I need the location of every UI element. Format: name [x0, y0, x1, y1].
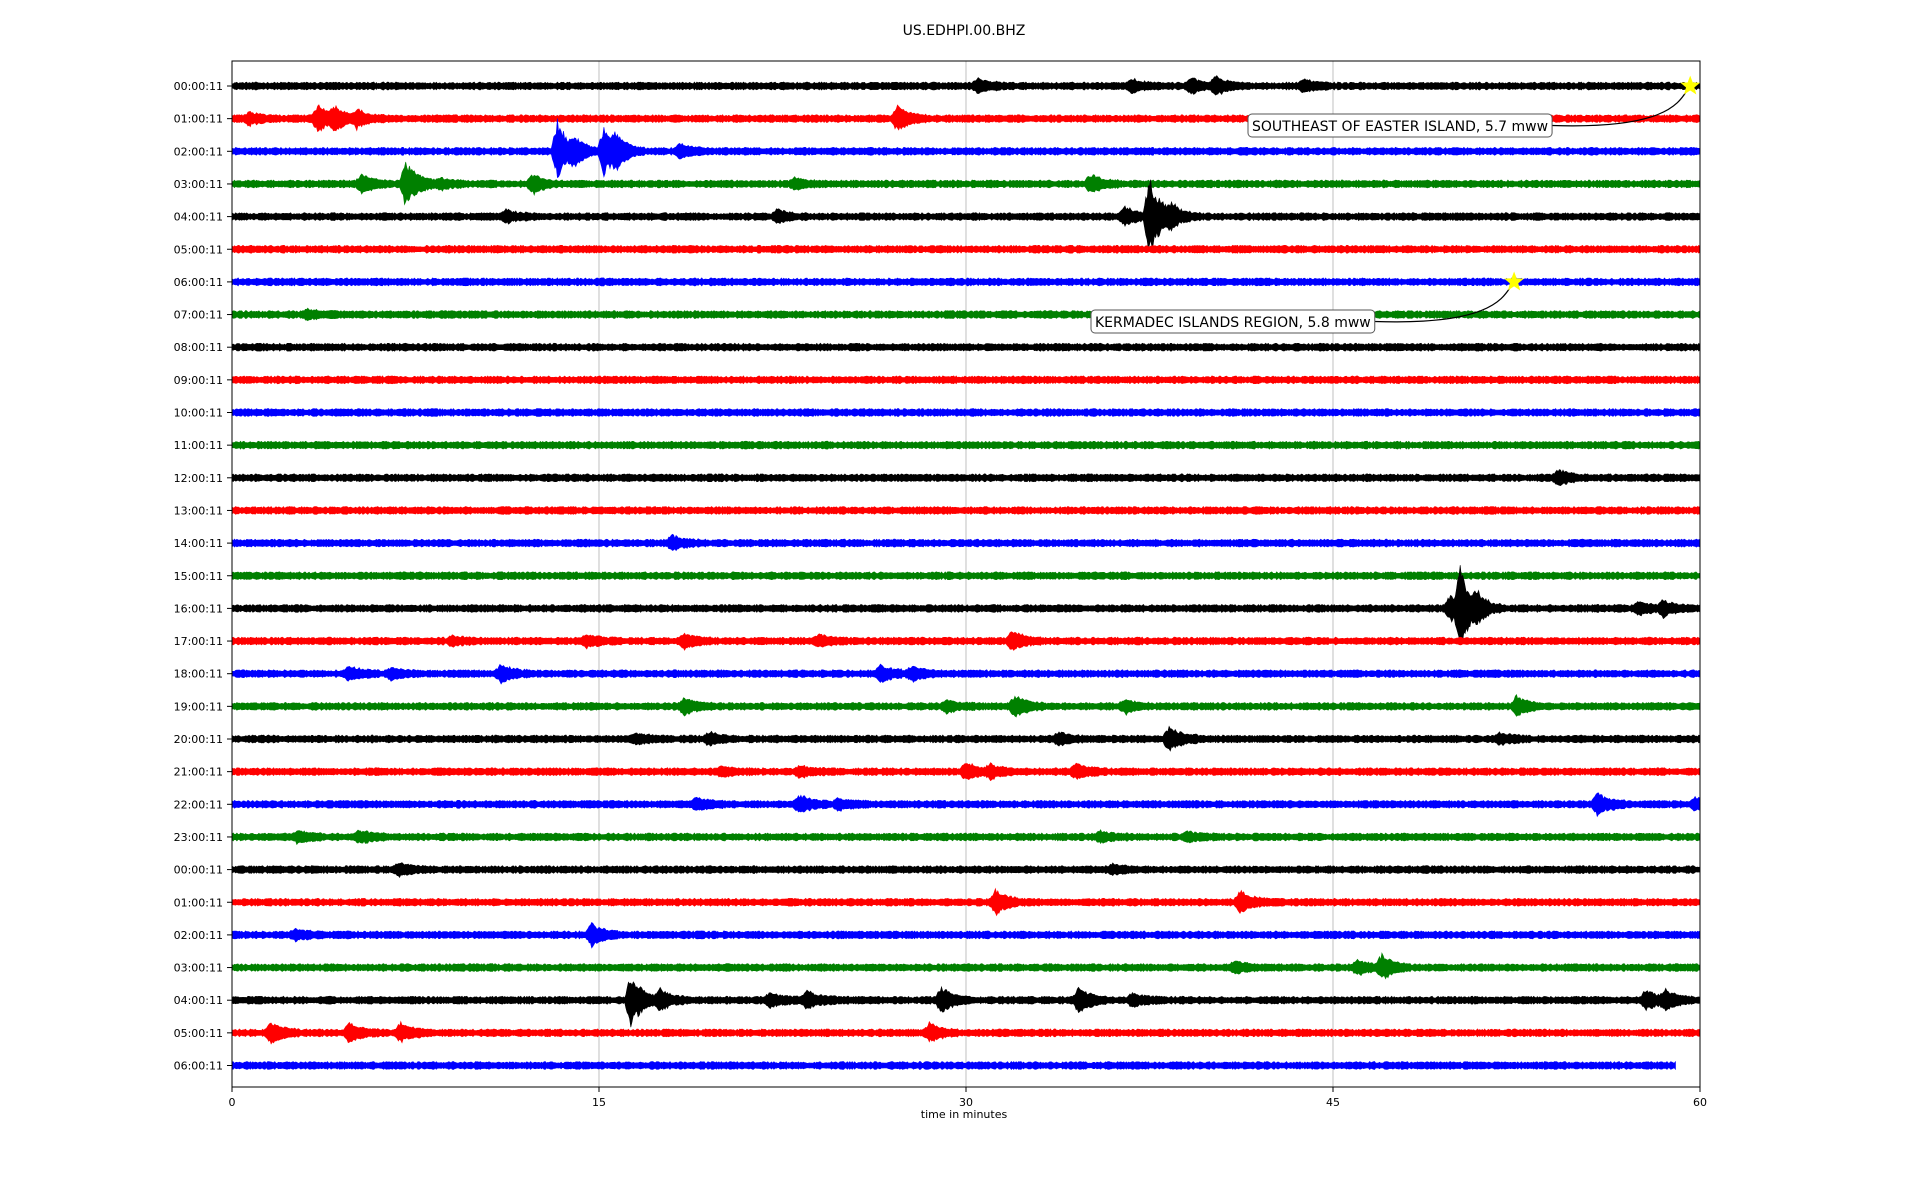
y-tick-label: 04:00:11: [174, 994, 223, 1007]
trace-row-5: [231, 244, 1701, 254]
x-tick-label: 45: [1326, 1096, 1340, 1109]
trace-row-10: [231, 408, 1701, 417]
y-tick-label: 07:00:11: [174, 309, 223, 322]
y-tick-label: 02:00:11: [174, 929, 223, 942]
y-tick-label: 01:00:11: [174, 113, 223, 126]
y-tick-label: 20:00:11: [174, 733, 223, 746]
y-tick-label: 17:00:11: [174, 635, 223, 648]
x-tick-label: 60: [1693, 1096, 1707, 1109]
trace-row-9: [231, 375, 1701, 385]
annotation-label: KERMADEC ISLANDS REGION, 5.8 mww: [1095, 315, 1371, 331]
y-tick-label: 09:00:11: [174, 374, 223, 387]
y-tick-label: 03:00:11: [174, 962, 223, 975]
trace-row-30: [231, 1060, 1676, 1071]
y-tick-label: 19:00:11: [174, 700, 223, 713]
y-tick-label: 13:00:11: [174, 504, 223, 517]
y-tick-label: 04:00:11: [174, 211, 223, 224]
chart-title: US.EDHPI.00.BHZ: [903, 23, 1026, 39]
y-tick-label: 05:00:11: [174, 243, 223, 256]
y-tick-label: 23:00:11: [174, 831, 223, 844]
y-tick-label: 10:00:11: [174, 407, 223, 420]
event-annotation: SOUTHEAST OF EASTER ISLAND, 5.7 mww: [1247, 75, 1701, 138]
y-tick-label: 01:00:11: [174, 896, 223, 909]
trace-row-21: [231, 762, 1701, 782]
trace-row-15: [231, 571, 1701, 581]
annotation-label: SOUTHEAST OF EASTER ISLAND, 5.7 mww: [1252, 119, 1548, 135]
event-star-icon: [1680, 75, 1701, 95]
seismogram-traces: [231, 75, 1701, 1071]
trace-row-6: [231, 277, 1701, 287]
x-tick-label: 15: [592, 1096, 606, 1109]
annotation-box: [1090, 309, 1376, 334]
x-axis-ticks: 0 15 30 45 60: [229, 1087, 1707, 1109]
y-tick-label: 02:00:11: [174, 145, 223, 158]
x-tick-label: 0: [229, 1096, 236, 1109]
y-tick-label: 18:00:11: [174, 668, 223, 681]
y-tick-label: 05:00:11: [174, 1027, 223, 1040]
y-tick-label: 00:00:11: [174, 864, 223, 877]
y-tick-labels: 00:00:11 01:00:11 02:00:11 03:00:11 04:00:11…: [174, 80, 232, 1073]
y-tick-label: 16:00:11: [174, 602, 223, 615]
y-tick-label: 11:00:11: [174, 439, 223, 452]
event-star-icon: [1504, 271, 1524, 291]
y-tick-label: 12:00:11: [174, 472, 223, 485]
y-tick-label: 08:00:11: [174, 341, 223, 354]
event-annotations: SOUTHEAST OF EASTER ISLAND, 5.7 mww KERMA…: [1090, 75, 1701, 334]
y-tick-label: 00:00:11: [174, 80, 223, 93]
y-tick-label: 15:00:11: [174, 570, 223, 583]
trace-row-13: [231, 505, 1701, 515]
trace-row-8: [231, 342, 1701, 352]
trace-row-11: [231, 440, 1701, 450]
y-tick-label: 21:00:11: [174, 766, 223, 779]
y-tick-label: 06:00:11: [174, 276, 223, 289]
event-annotation: KERMADEC ISLANDS REGION, 5.8 mww: [1090, 271, 1524, 334]
y-tick-label: 06:00:11: [174, 1060, 223, 1073]
x-axis-label: time in minutes: [921, 1108, 1008, 1121]
y-tick-label: 14:00:11: [174, 537, 223, 550]
y-tick-label: 03:00:11: [174, 178, 223, 191]
y-tick-label: 22:00:11: [174, 798, 223, 811]
annotation-box: [1247, 113, 1553, 138]
x-tick-label: 30: [959, 1096, 973, 1109]
